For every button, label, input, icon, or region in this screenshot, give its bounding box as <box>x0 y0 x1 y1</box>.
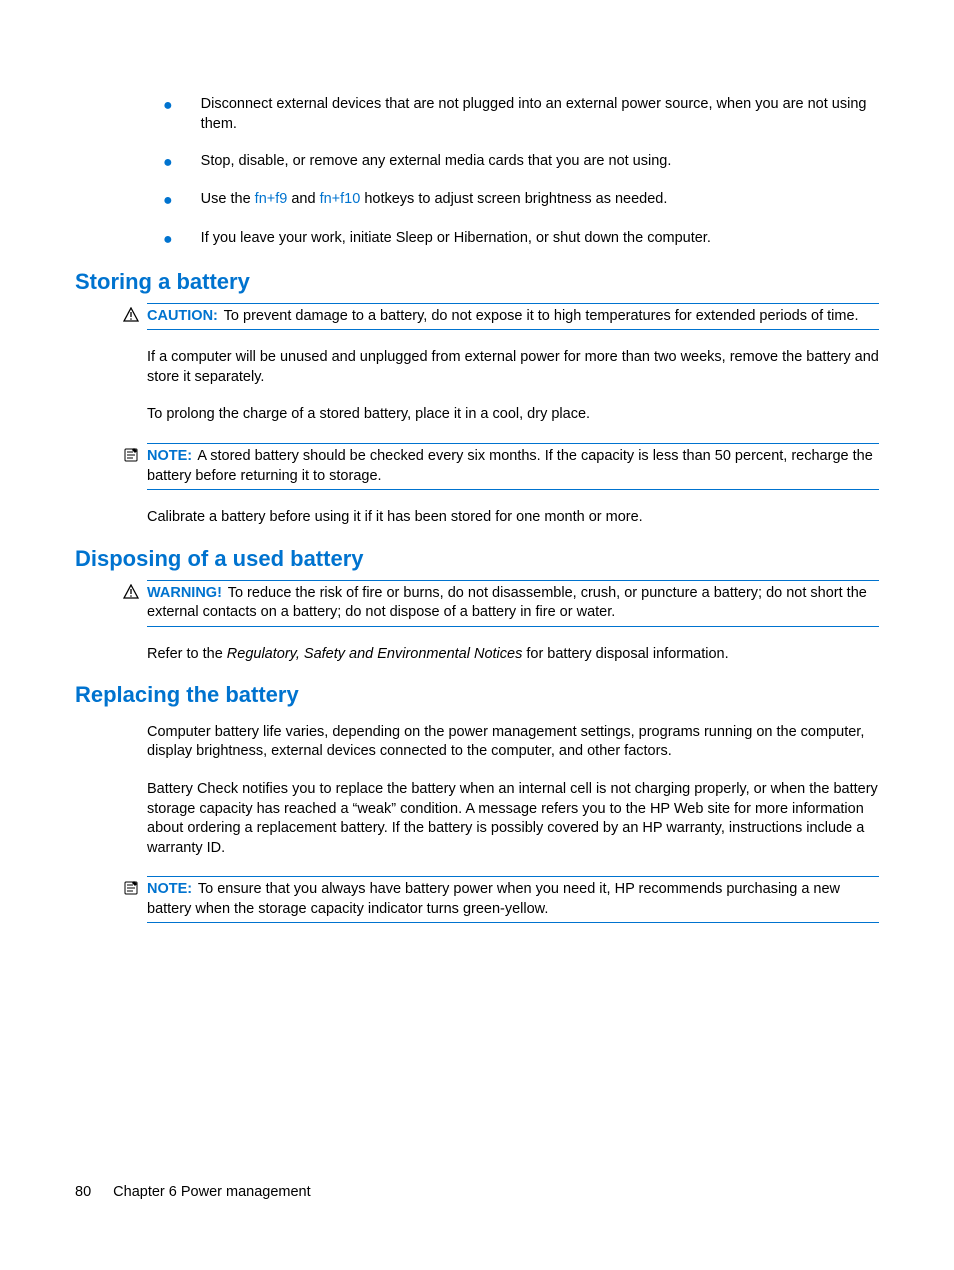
body-paragraph: Calibrate a battery before using it if i… <box>147 508 879 528</box>
note-text: A stored battery should be checked every… <box>147 448 873 484</box>
bullet-icon: ● <box>163 230 173 249</box>
bullet-icon: ● <box>163 191 173 210</box>
warning-text: To reduce the risk of fire or burns, do … <box>147 585 867 621</box>
warning-callout: WARNING! To reduce the risk of fire or b… <box>147 580 879 627</box>
body-paragraph: If a computer will be unused and unplugg… <box>147 348 879 387</box>
refer-prefix: Refer to the <box>147 646 227 662</box>
bullet-icon: ● <box>163 153 173 172</box>
refer-suffix: for battery disposal information. <box>522 646 728 662</box>
warning-label: WARNING! <box>147 585 222 601</box>
note-text: To ensure that you always have battery p… <box>147 881 840 917</box>
hotkey-link: fn+f9 <box>255 191 288 207</box>
body-paragraph: Computer battery life varies, depending … <box>147 723 879 762</box>
warning-icon <box>123 584 139 600</box>
bullet-text: Stop, disable, or remove any external me… <box>201 152 879 172</box>
list-item: ● Disconnect external devices that are n… <box>163 95 879 134</box>
body-paragraph: Battery Check notifies you to replace th… <box>147 780 879 858</box>
list-item: ● Stop, disable, or remove any external … <box>163 152 879 172</box>
note-callout: NOTE: To ensure that you always have bat… <box>147 876 879 923</box>
caution-label: CAUTION: <box>147 308 218 324</box>
body-paragraph: Refer to the Regulatory, Safety and Envi… <box>147 645 879 665</box>
note-callout: NOTE: A stored battery should be checked… <box>147 443 879 490</box>
caution-callout: CAUTION: To prevent damage to a battery,… <box>147 303 879 331</box>
bullet-list: ● Disconnect external devices that are n… <box>163 95 879 249</box>
list-item: ● If you leave your work, initiate Sleep… <box>163 229 879 249</box>
note-label: NOTE: <box>147 881 192 897</box>
text-mid: and <box>287 191 319 207</box>
heading-replacing: Replacing the battery <box>75 682 879 708</box>
note-icon <box>123 447 139 463</box>
note-icon <box>123 880 139 896</box>
bullet-icon: ● <box>163 96 173 134</box>
bullet-text: If you leave your work, initiate Sleep o… <box>201 229 879 249</box>
refer-italic: Regulatory, Safety and Environmental Not… <box>227 646 523 662</box>
document-page: ● Disconnect external devices that are n… <box>0 0 954 923</box>
note-label: NOTE: <box>147 448 192 464</box>
caution-icon <box>123 307 139 323</box>
bullet-text: Use the fn+f9 and fn+f10 hotkeys to adju… <box>201 190 879 210</box>
chapter-label: Chapter 6 Power management <box>113 1184 310 1200</box>
hotkey-link: fn+f10 <box>320 191 361 207</box>
text-suffix: hotkeys to adjust screen brightness as n… <box>360 191 667 207</box>
heading-storing: Storing a battery <box>75 269 879 295</box>
list-item: ● Use the fn+f9 and fn+f10 hotkeys to ad… <box>163 190 879 210</box>
caution-text: To prevent damage to a battery, do not e… <box>224 308 859 324</box>
text-prefix: Use the <box>201 191 255 207</box>
body-paragraph: To prolong the charge of a stored batter… <box>147 405 879 425</box>
page-number: 80 <box>75 1184 91 1200</box>
bullet-text: Disconnect external devices that are not… <box>201 95 879 134</box>
heading-disposing: Disposing of a used battery <box>75 546 879 572</box>
page-footer: 80 Chapter 6 Power management <box>75 1184 311 1200</box>
